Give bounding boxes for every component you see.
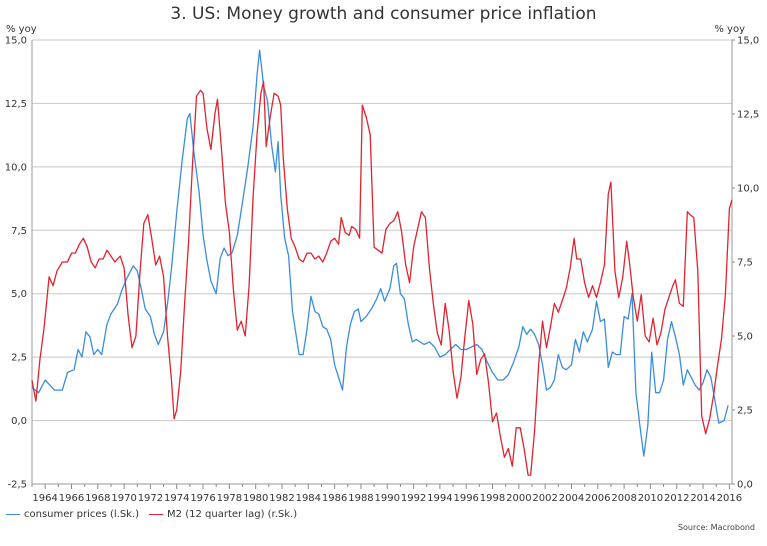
legend-label-m2: M2 (12 quarter lag) (r.Sk.) bbox=[167, 509, 298, 520]
x-tick-label: 1986 bbox=[322, 493, 347, 504]
right-axis-unit: % yoy bbox=[714, 24, 745, 35]
x-tick-label: 1980 bbox=[243, 493, 268, 504]
left-tick-label: 12,5 bbox=[5, 99, 27, 110]
series-line-m2 bbox=[31, 80, 733, 476]
legend-swatch-cpi bbox=[6, 514, 20, 515]
x-tick-label: 2000 bbox=[506, 493, 531, 504]
left-tick-label: 15,0 bbox=[5, 36, 27, 47]
right-tick-label: 12,5 bbox=[737, 110, 759, 121]
left-tick-label: 0,0 bbox=[11, 416, 27, 427]
x-tick-label: 2008 bbox=[611, 493, 636, 504]
x-tick-label: 2006 bbox=[585, 493, 610, 504]
x-tick-label: 2016 bbox=[717, 493, 742, 504]
x-tick-label: 2012 bbox=[664, 493, 689, 504]
right-tick-label: 10,0 bbox=[737, 184, 759, 195]
left-tick-label: 5,0 bbox=[11, 289, 27, 300]
x-tick-label: 1998 bbox=[480, 493, 505, 504]
right-tick-label: 0,0 bbox=[737, 480, 753, 491]
left-tick-label: 7,5 bbox=[11, 226, 27, 237]
x-tick-label: 1992 bbox=[401, 493, 426, 504]
x-tick-label: 1984 bbox=[296, 493, 321, 504]
x-tick-label: 2014 bbox=[690, 493, 715, 504]
left-tick-label: 2,5 bbox=[11, 353, 27, 364]
x-tick-label: 1988 bbox=[348, 493, 373, 504]
x-tick-label: 1978 bbox=[217, 493, 242, 504]
legend-swatch-m2 bbox=[149, 514, 164, 515]
legend-item-cpi: consumer prices (l.Sk.) bbox=[6, 509, 139, 520]
right-tick-label: 2,5 bbox=[737, 406, 753, 417]
source-note: Source: Macrobond bbox=[677, 523, 755, 532]
x-tick-label: 1982 bbox=[269, 493, 294, 504]
x-tick-label: 2004 bbox=[559, 493, 584, 504]
legend-item-m2: M2 (12 quarter lag) (r.Sk.) bbox=[149, 509, 297, 520]
x-tick-label: 2002 bbox=[532, 493, 557, 504]
chart-legend: consumer prices (l.Sk.) M2 (12 quarter l… bbox=[6, 509, 307, 520]
left-axis-unit: % yoy bbox=[6, 24, 37, 35]
right-tick-label: 15,0 bbox=[737, 36, 759, 47]
x-tick-label: 1976 bbox=[190, 493, 215, 504]
x-tick-label: 1966 bbox=[59, 493, 84, 504]
x-tick-label: 1972 bbox=[138, 493, 163, 504]
left-tick-label: -2,5 bbox=[7, 480, 27, 491]
x-tick-label: 1990 bbox=[375, 493, 400, 504]
chart-title: 3. US: Money growth and consumer price i… bbox=[170, 4, 597, 24]
x-tick-label: 1974 bbox=[164, 493, 189, 504]
left-tick-label: 10,0 bbox=[5, 162, 27, 173]
x-tick-label: 2010 bbox=[638, 493, 663, 504]
x-tick-label: 1964 bbox=[32, 493, 57, 504]
legend-label-cpi: consumer prices (l.Sk.) bbox=[24, 509, 140, 520]
x-tick-label: 1994 bbox=[427, 493, 452, 504]
right-tick-label: 7,5 bbox=[737, 258, 753, 269]
x-tick-label: 1970 bbox=[111, 493, 136, 504]
right-tick-label: 5,0 bbox=[737, 332, 753, 343]
series-line-consumer-prices bbox=[31, 49, 729, 457]
x-tick-label: 1968 bbox=[85, 493, 110, 504]
x-tick-label: 1996 bbox=[453, 493, 478, 504]
